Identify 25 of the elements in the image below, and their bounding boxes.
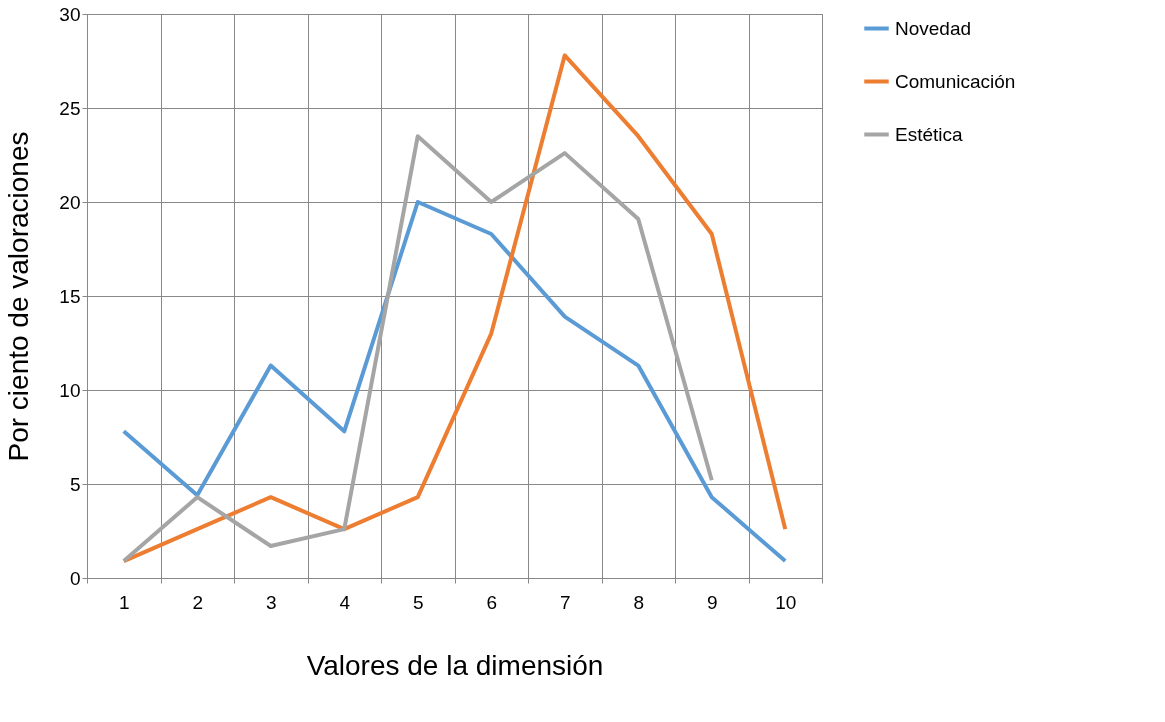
x-tick-label: 1 xyxy=(118,591,130,613)
legend-label: Estética xyxy=(895,123,964,145)
line-series xyxy=(121,134,714,564)
y-axis-title: Por ciento de valoraciones xyxy=(3,131,35,462)
x-tick-label: 2 xyxy=(192,591,204,613)
x-axis-title: Valores de la dimensión xyxy=(306,649,604,681)
legend-label: Novedad xyxy=(895,17,972,39)
legend-label: Comunicación xyxy=(895,70,1016,92)
y-tick-label: 30 xyxy=(59,3,81,25)
y-tick-label: 15 xyxy=(59,285,81,307)
y-tick-label: 10 xyxy=(59,379,81,401)
y-tick-label: 0 xyxy=(69,567,81,589)
y-tick-label: 20 xyxy=(59,191,81,213)
x-tick-label: 6 xyxy=(486,591,498,613)
x-tick-label: 8 xyxy=(633,591,645,613)
x-tick-label: 3 xyxy=(265,591,277,613)
x-tick-label: 4 xyxy=(339,591,351,613)
x-tick-label: 7 xyxy=(559,591,571,613)
x-tick-label: 5 xyxy=(412,591,424,613)
line-series xyxy=(121,53,788,564)
y-tick-label: 5 xyxy=(69,473,81,495)
x-tick-label: 9 xyxy=(706,591,718,613)
line-series xyxy=(121,200,788,564)
y-tick-label: 25 xyxy=(59,97,81,119)
x-tick-label: 10 xyxy=(775,591,797,613)
